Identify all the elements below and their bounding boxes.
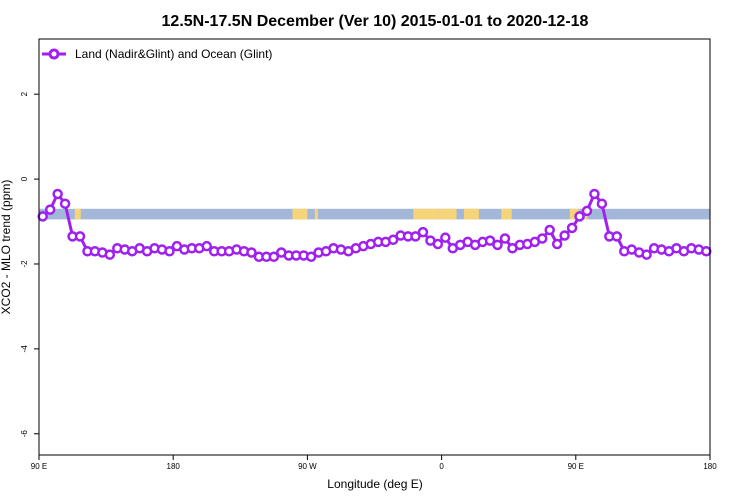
y-tick-label: 0: [20, 176, 29, 181]
land-segment: [292, 208, 308, 220]
data-point: [164, 245, 175, 257]
data-point: [574, 211, 585, 222]
data-point: [52, 188, 63, 200]
data-point: [246, 247, 257, 258]
x-axis: 90 E 180 90 W 0 90 E 180: [31, 455, 717, 471]
y-tick-label: -4: [20, 345, 29, 353]
data-point: [596, 198, 608, 209]
data-point: [104, 249, 116, 260]
x-tick-label: 180: [167, 462, 181, 471]
data-series: [37, 188, 712, 263]
surface-band: [39, 208, 710, 220]
y-axis-label: XCO2 - MLO trend (ppm): [0, 180, 13, 315]
land-segment: [438, 208, 457, 220]
data-point: [537, 233, 548, 244]
x-tick-label: 0: [439, 462, 444, 471]
data-point: [37, 211, 48, 222]
y-tick-label: -2: [20, 260, 29, 268]
legend-marker: [48, 48, 60, 60]
data-point: [544, 224, 555, 236]
y-tick-label: 2: [20, 91, 29, 96]
data-point: [59, 198, 71, 209]
ocean-band: [39, 208, 710, 220]
legend: Land (Nadir&Glint) and Ocean (Glint): [42, 47, 272, 61]
data-point: [201, 240, 212, 252]
land-segment: [501, 208, 512, 220]
x-tick-label: 180: [703, 462, 717, 471]
land-segment: [74, 208, 81, 220]
data-point: [611, 231, 623, 242]
land-segment: [463, 208, 479, 220]
y-axis: 2 0 -2 -4 -6: [20, 91, 39, 437]
data-point: [566, 222, 578, 234]
data-point: [440, 232, 451, 243]
x-tick-label: 90 E: [31, 462, 47, 471]
data-point: [492, 239, 503, 251]
data-point: [589, 188, 600, 200]
data-point: [499, 233, 511, 244]
x-tick-label: 90 E: [568, 462, 584, 471]
data-point: [387, 234, 399, 246]
plot-frame: [38, 38, 711, 456]
legend-label: Land (Nadir&Glint) and Ocean (Glint): [75, 47, 272, 61]
data-point: [417, 226, 429, 238]
x-axis-label: Longitude (deg E): [327, 477, 422, 491]
data-point: [701, 245, 712, 257]
data-point: [268, 251, 280, 263]
land-segment: [314, 208, 318, 220]
chart-title: 12.5N-17.5N December (Ver 10) 2015-01-01…: [162, 13, 589, 30]
land-segment: [413, 208, 439, 220]
x-tick-label: 90 W: [298, 462, 317, 471]
data-point: [74, 231, 86, 242]
data-point: [551, 238, 563, 250]
data-point: [410, 231, 421, 242]
land-segment: [569, 208, 579, 220]
data-point: [641, 249, 652, 260]
data-point: [432, 238, 444, 250]
data-point: [484, 235, 496, 246]
data-point: [559, 230, 570, 241]
y-tick-label: -6: [20, 430, 29, 438]
data-point: [44, 204, 56, 215]
data-point: [581, 205, 593, 217]
data-point: [305, 251, 317, 263]
